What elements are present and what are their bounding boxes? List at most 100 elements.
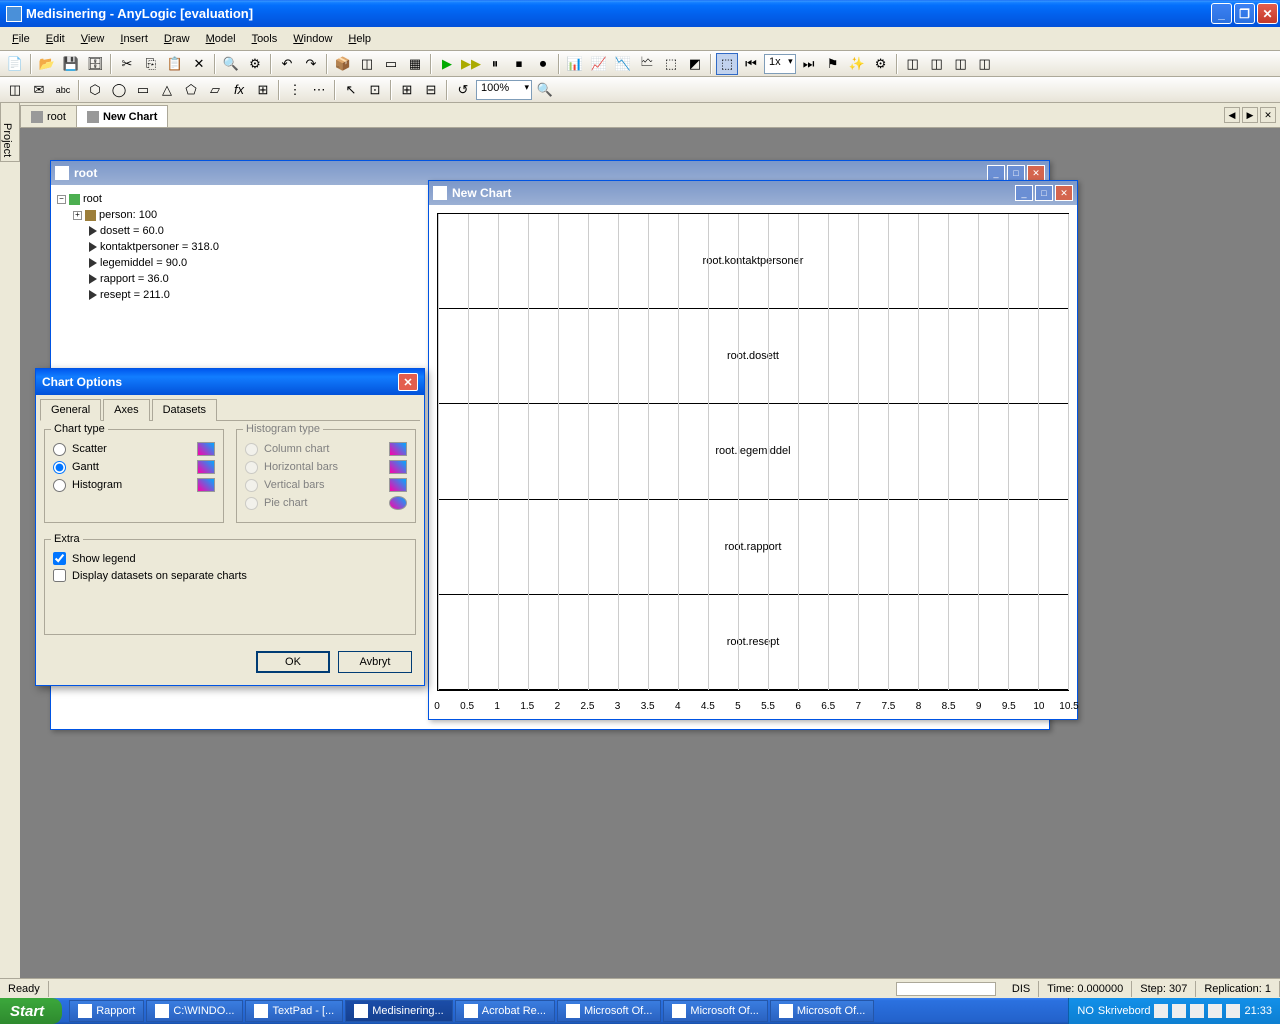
maximize-icon[interactable]: □ bbox=[1035, 185, 1053, 201]
start-button[interactable]: Start bbox=[0, 998, 62, 1024]
b2-icon[interactable]: ◫ bbox=[926, 53, 948, 75]
tab-datasets[interactable]: Datasets bbox=[152, 399, 217, 421]
minimize-icon[interactable]: _ bbox=[1015, 185, 1033, 201]
tab-axes[interactable]: Axes bbox=[103, 399, 149, 421]
project-sidetab[interactable]: Project bbox=[0, 102, 20, 162]
tray-desk[interactable]: Skrivebord bbox=[1098, 1005, 1151, 1017]
speed-down-icon[interactable]: ⏮ bbox=[740, 53, 762, 75]
cut-icon[interactable]: ✂ bbox=[116, 53, 138, 75]
tab-close-icon[interactable]: ✕ bbox=[1260, 107, 1276, 123]
tab-prev-icon[interactable]: ◀ bbox=[1224, 107, 1240, 123]
zoom-combo[interactable]: 100% bbox=[476, 80, 532, 100]
checkbox-separate-charts[interactable]: Display datasets on separate charts bbox=[53, 569, 407, 582]
tray-icon[interactable] bbox=[1190, 1004, 1204, 1018]
radio-histogram[interactable]: Histogram bbox=[53, 478, 215, 492]
pause-icon[interactable]: ⏸ bbox=[484, 53, 506, 75]
d3-icon[interactable]: ⬡ bbox=[84, 79, 106, 101]
collapse-icon[interactable]: − bbox=[57, 195, 66, 204]
b1-icon[interactable]: ◫ bbox=[902, 53, 924, 75]
cancel-button[interactable]: Avbryt bbox=[338, 651, 412, 673]
tile-icon[interactable]: ▦ bbox=[404, 53, 426, 75]
zoom-icon[interactable]: 🔍 bbox=[534, 79, 556, 101]
tab-general[interactable]: General bbox=[40, 399, 101, 421]
chart3-icon[interactable]: 📉 bbox=[612, 53, 634, 75]
undo-icon[interactable]: ↶ bbox=[276, 53, 298, 75]
taskbar-task[interactable]: Microsoft Of... bbox=[557, 1000, 661, 1022]
gear2-icon[interactable]: ⚙ bbox=[870, 53, 892, 75]
save-icon[interactable]: 💾 bbox=[60, 53, 82, 75]
find-icon[interactable]: 🔍 bbox=[220, 53, 242, 75]
flag-icon[interactable]: ⚑ bbox=[822, 53, 844, 75]
run-icon[interactable]: ▶ bbox=[436, 53, 458, 75]
saveall-icon[interactable]: 🗄 bbox=[84, 53, 106, 75]
tray-icon[interactable] bbox=[1208, 1004, 1222, 1018]
ok-button[interactable]: OK bbox=[256, 651, 330, 673]
d6-icon[interactable]: △ bbox=[156, 79, 178, 101]
tray-icon[interactable] bbox=[1154, 1004, 1168, 1018]
minimize-icon[interactable]: _ bbox=[987, 165, 1005, 181]
stop-icon[interactable]: ⏹ bbox=[508, 53, 530, 75]
maximize-icon[interactable]: □ bbox=[1007, 165, 1025, 181]
checkbox-show-legend[interactable]: Show legend bbox=[53, 552, 407, 565]
chart5-icon[interactable]: ⬚ bbox=[660, 53, 682, 75]
taskbar-task[interactable]: TextPad - [... bbox=[245, 1000, 343, 1022]
grid-icon[interactable]: ⊞ bbox=[396, 79, 418, 101]
d5-icon[interactable]: ▭ bbox=[132, 79, 154, 101]
window-icon[interactable]: ▭ bbox=[380, 53, 402, 75]
tab-next-icon[interactable]: ▶ bbox=[1242, 107, 1258, 123]
restore-button[interactable]: ❐ bbox=[1234, 3, 1255, 24]
d11-icon[interactable]: ⋯ bbox=[308, 79, 330, 101]
taskbar-task[interactable]: Rapport bbox=[69, 1000, 144, 1022]
menu-tools[interactable]: Tools bbox=[244, 30, 286, 48]
d7-icon[interactable]: ⬠ bbox=[180, 79, 202, 101]
redo-icon[interactable]: ↷ bbox=[300, 53, 322, 75]
speed-up-icon[interactable]: ⏭ bbox=[798, 53, 820, 75]
close-button[interactable]: ✕ bbox=[1257, 3, 1278, 24]
d1-icon[interactable]: ◫ bbox=[4, 79, 26, 101]
zoom-reset-icon[interactable]: ↺ bbox=[452, 79, 474, 101]
chart2-icon[interactable]: 📈 bbox=[588, 53, 610, 75]
speed-combo[interactable]: 1x bbox=[764, 54, 796, 74]
tray-icon[interactable] bbox=[1226, 1004, 1240, 1018]
menu-insert[interactable]: Insert bbox=[112, 30, 156, 48]
record-icon[interactable]: ⏺ bbox=[532, 53, 554, 75]
tab-new-chart[interactable]: New Chart bbox=[76, 105, 168, 127]
close-icon[interactable]: ✕ bbox=[1027, 165, 1045, 181]
close-icon[interactable]: ✕ bbox=[1055, 185, 1073, 201]
menu-view[interactable]: View bbox=[73, 30, 113, 48]
dialog-close-icon[interactable]: ✕ bbox=[398, 373, 418, 391]
fx-icon[interactable]: fx bbox=[228, 79, 250, 101]
cube-icon[interactable]: ◫ bbox=[356, 53, 378, 75]
pointer-icon[interactable]: ⬚ bbox=[716, 53, 738, 75]
menu-window[interactable]: Window bbox=[285, 30, 340, 48]
d9-icon[interactable]: ⊞ bbox=[252, 79, 274, 101]
menu-draw[interactable]: Draw bbox=[156, 30, 198, 48]
chart1-icon[interactable]: 📊 bbox=[564, 53, 586, 75]
open-icon[interactable]: 📂 bbox=[36, 53, 58, 75]
wand-icon[interactable]: ✨ bbox=[846, 53, 868, 75]
taskbar-task[interactable]: Medisinering... bbox=[345, 1000, 453, 1022]
new-icon[interactable]: 📄 bbox=[4, 53, 26, 75]
d2-icon[interactable]: ✉ bbox=[28, 79, 50, 101]
text-icon[interactable]: abc bbox=[52, 79, 74, 101]
tray-clock[interactable]: 21:33 bbox=[1244, 1005, 1272, 1017]
menu-model[interactable]: Model bbox=[198, 30, 244, 48]
taskbar-task[interactable]: C:\WINDO... bbox=[146, 1000, 243, 1022]
d12-icon[interactable]: ⊡ bbox=[364, 79, 386, 101]
dialog-titlebar[interactable]: Chart Options ✕ bbox=[36, 369, 424, 395]
taskbar-task[interactable]: Acrobat Re... bbox=[455, 1000, 555, 1022]
tab-root[interactable]: root bbox=[20, 105, 77, 127]
taskbar-task[interactable]: Microsoft Of... bbox=[663, 1000, 767, 1022]
b4-icon[interactable]: ◫ bbox=[974, 53, 996, 75]
copy-icon[interactable]: ⎘ bbox=[140, 53, 162, 75]
b3-icon[interactable]: ◫ bbox=[950, 53, 972, 75]
chart6-icon[interactable]: ◩ bbox=[684, 53, 706, 75]
radio-gantt[interactable]: Gantt bbox=[53, 460, 215, 474]
tray-lang[interactable]: NO bbox=[1077, 1005, 1094, 1017]
box-icon[interactable]: 📦 bbox=[332, 53, 354, 75]
step-icon[interactable]: ▶▶ bbox=[460, 53, 482, 75]
snap-icon[interactable]: ⊟ bbox=[420, 79, 442, 101]
taskbar-task[interactable]: Microsoft Of... bbox=[770, 1000, 874, 1022]
d8-icon[interactable]: ▱ bbox=[204, 79, 226, 101]
d4-icon[interactable]: ◯ bbox=[108, 79, 130, 101]
